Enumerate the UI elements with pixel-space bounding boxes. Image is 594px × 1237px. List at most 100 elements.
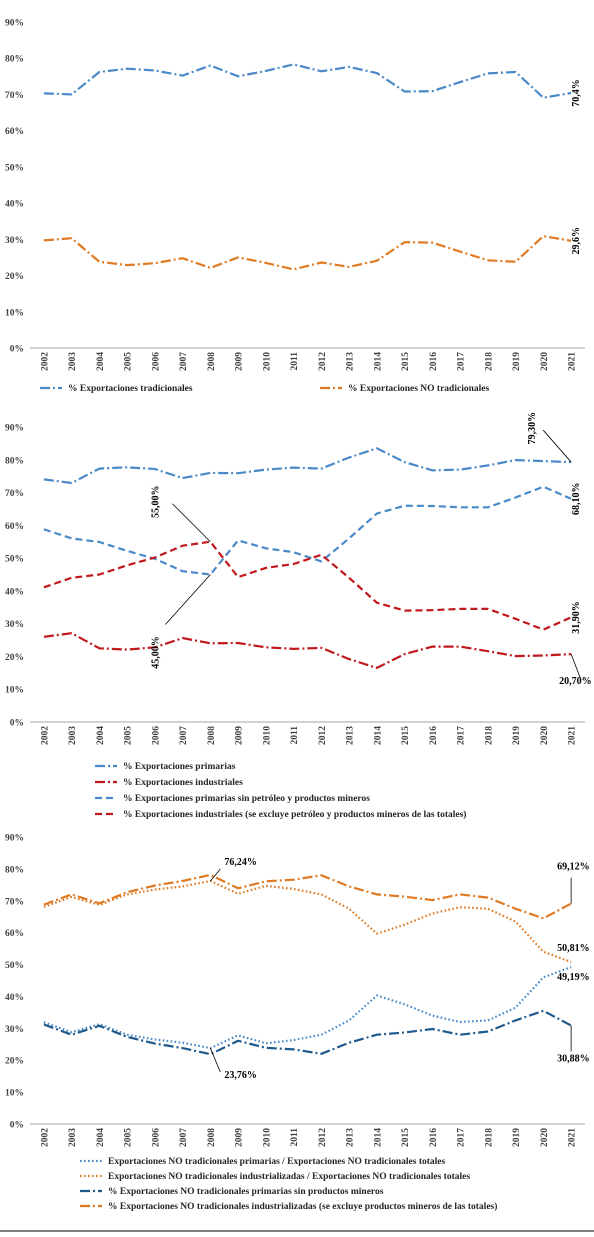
x-tick-label: 2016 [429,726,439,745]
annotation-leader [210,868,221,882]
series-line-3 [43,1009,572,1056]
y-tick-label: 70% [5,91,24,101]
x-tick-label: 2014 [373,1128,383,1147]
x-tick-label: 2008 [207,1128,217,1147]
x-tick-label: 2013 [346,1128,356,1147]
x-tick-label: 2016 [429,1128,439,1147]
y-tick-label: 80% [5,456,24,466]
y-tick-label: 0% [10,719,24,729]
x-tick-label: 2017 [457,352,467,371]
annotation-leader [570,654,582,681]
y-tick-label: 50% [5,163,24,173]
x-tick-label: 2005 [124,726,134,745]
x-tick-label: 2014 [373,352,383,371]
series-line-2 [43,235,572,271]
annotation-leader [542,429,572,463]
x-tick-label: 2020 [540,726,550,745]
legend-label: % Exportaciones tradicionales [68,384,193,394]
y-tick-label: 10% [5,308,24,318]
legend-label: Exportaciones NO tradicionales primarias… [108,1157,446,1167]
x-tick-label: 2003 [68,1128,78,1147]
data-label: 45,00% [150,636,161,669]
x-tick-label: 2021 [568,726,578,745]
x-tick-label: 2017 [457,726,467,745]
x-tick-label: 2007 [179,726,189,745]
annotation-leader [172,503,211,543]
y-tick-label: 50% [5,961,24,971]
y-tick-label: 60% [5,127,24,137]
x-tick-label: 2007 [179,352,189,371]
legend-label: % Exportaciones industriales [123,778,243,788]
x-tick-label: 2006 [151,1128,161,1147]
series-line-3 [43,485,572,576]
x-tick-label: 2016 [429,352,439,371]
x-tick-label: 2012 [318,726,328,745]
x-tick-label: 2019 [512,726,522,745]
x-tick-label: 2015 [401,726,411,745]
y-tick-label: 30% [5,236,24,246]
series-line-1 [43,966,572,1050]
data-label: 69,12% [557,862,590,873]
y-tick-label: 20% [5,272,24,282]
y-tick-label: 70% [5,489,24,499]
x-tick-label: 2003 [68,726,78,745]
data-label: 31,90% [571,601,582,634]
x-tick-label: 2008 [207,726,217,745]
x-tick-label: 2010 [262,726,272,745]
x-tick-label: 2009 [235,1128,245,1147]
data-label: 68,10% [571,483,582,516]
data-label: 50,81% [557,943,590,954]
x-tick-label: 2017 [457,1128,467,1147]
x-tick-label: 2014 [373,726,383,745]
x-tick-label: 2006 [151,726,161,745]
y-tick-label: 40% [5,993,24,1003]
x-tick-label: 2012 [318,352,328,371]
x-tick-label: 2019 [512,1128,522,1147]
x-tick-label: 2006 [151,352,161,371]
y-tick-label: 90% [5,834,24,844]
y-tick-label: 10% [5,1089,24,1099]
x-tick-label: 2010 [262,1128,272,1147]
x-tick-label: 2002 [40,1128,50,1147]
series-line-2 [43,879,572,964]
y-tick-label: 0% [10,1121,24,1131]
x-tick-label: 2007 [179,1128,189,1147]
legend-label: % Exportaciones industriales (se excluye… [123,809,466,820]
data-label: 23,76% [224,1070,257,1081]
y-tick-label: 50% [5,555,24,565]
x-tick-label: 2009 [235,726,245,745]
x-tick-label: 2010 [262,352,272,371]
x-tick-label: 2018 [484,1128,494,1147]
x-tick-label: 2008 [207,352,217,371]
x-tick-label: 2020 [540,1128,550,1147]
chart-1: 0% 10% 20% 30% 40% 50% 60% 70% 80% 90% 2002 2003 200… [5,19,585,394]
x-tick-label: 2011 [290,726,300,745]
y-tick-label: 40% [5,200,24,210]
y-tick-label: 80% [5,865,24,875]
y-tick-label: 20% [5,653,24,663]
x-tick-label: 2003 [68,352,78,371]
x-tick-label: 2012 [318,1128,328,1147]
x-tick-label: 2019 [512,352,522,371]
y-tick-label: 80% [5,55,24,65]
x-tick-label: 2013 [346,726,356,745]
x-tick-label: 2021 [568,352,578,371]
y-tick-label: 70% [5,897,24,907]
legend-label: % Exportaciones NO tradicionales primari… [108,1187,384,1197]
x-tick-label: 2020 [540,352,550,371]
x-tick-label: 2013 [346,352,356,371]
x-tick-label: 2004 [96,726,106,745]
x-tick-label: 2004 [96,1128,106,1147]
x-tick-label: 2015 [401,352,411,371]
data-label: 30,88% [557,1053,590,1064]
series-line-2 [43,632,572,670]
data-label: 55,00% [150,485,161,518]
x-tick-label: 2005 [124,1128,134,1147]
y-tick-label: 10% [5,686,24,696]
data-label: 70,4% [571,79,582,107]
x-tick-label: 2018 [484,352,494,371]
annotation-leader [210,1047,221,1073]
data-label: 79,30% [527,412,538,445]
x-tick-label: 2011 [290,1128,300,1147]
